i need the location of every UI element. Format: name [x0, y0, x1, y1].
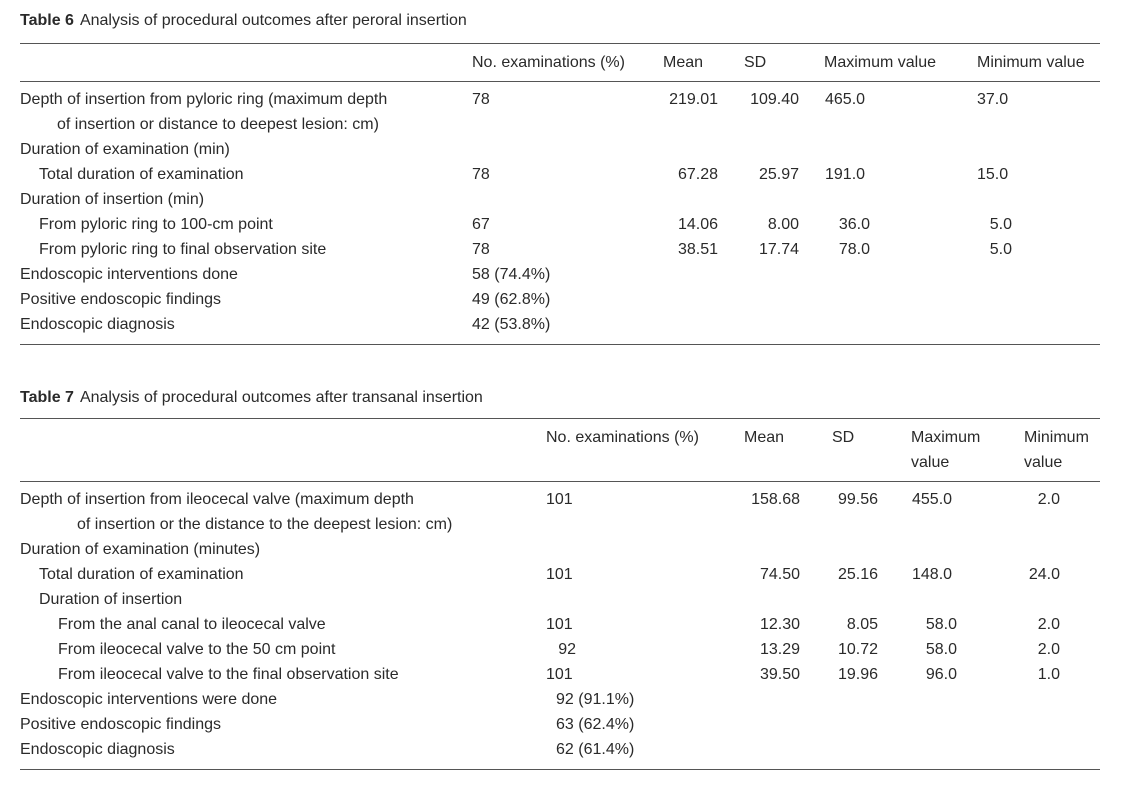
cell-maximum: 465.0 [825, 91, 866, 108]
table-title: Analysis of procedural outcomes after pe… [79, 12, 467, 29]
cell-examinations: 101 [546, 616, 573, 633]
cell-maximum: 191.0 [825, 166, 866, 183]
cell-sd: 19.96 [837, 666, 878, 683]
row-label: From ileocecal valve to the 50 cm point [58, 641, 336, 658]
row-label: Endoscopic diagnosis [20, 741, 175, 758]
cell-sd: 25.97 [758, 166, 799, 183]
row-label: Endoscopic interventions done [20, 266, 238, 283]
table-caption: Table 6 Analysis of procedural outcomes a… [20, 12, 467, 30]
column-header: Minimum value [977, 54, 1085, 71]
cell-minimum: 5.0 [989, 241, 1012, 258]
cell-mean: 12.30 [759, 616, 800, 633]
table-6: Table 6 Analysis of procedural outcomes a… [20, 0, 1100, 360]
cell-examinations: 78 [472, 241, 490, 258]
row-label-continued: of insertion or distance to deepest lesi… [57, 116, 379, 133]
cell-maximum: 78.0 [838, 241, 870, 258]
cell-maximum: 96.0 [925, 666, 957, 683]
cell-sd: 25.16 [837, 566, 878, 583]
cell-sd: 10.72 [837, 641, 878, 658]
cell-minimum: 24.0 [1028, 566, 1060, 583]
cell-sd: 99.56 [837, 491, 878, 508]
cell-minimum: 2.0 [1037, 641, 1060, 658]
table-label: Table 6 [20, 12, 74, 29]
cell-sd: 17.74 [758, 241, 799, 258]
cell-minimum: 2.0 [1037, 491, 1060, 508]
row-label: Positive endoscopic findings [20, 291, 222, 308]
column-header: Maximum value [824, 54, 937, 71]
header-rule [20, 481, 1100, 482]
cell-examinations: 92 [558, 641, 576, 658]
column-header: No. examinations (%) [546, 429, 699, 446]
row-label: Endoscopic interventions were done [20, 691, 278, 708]
column-header: SD [832, 429, 855, 446]
table-title: Analysis of procedural outcomes after tr… [79, 389, 483, 406]
row-label: Endoscopic diagnosis [20, 316, 175, 333]
cell-sd: 8.00 [767, 216, 799, 233]
bottom-rule [20, 344, 1100, 345]
row-label: Depth of insertion from ileocecal valve … [20, 491, 414, 508]
row-label: Duration of examination (min) [20, 141, 230, 158]
cell-examinations: 101 [546, 666, 573, 683]
cell-minimum: 2.0 [1037, 616, 1060, 633]
cell-examinations: 67 [472, 216, 490, 233]
column-header: No. examinations (%) [472, 54, 625, 71]
cell-mean: 219.01 [669, 91, 718, 108]
cell-examinations: 78 [472, 91, 490, 108]
table-label: Table 7 [20, 389, 74, 406]
row-label: Duration of examination (minutes) [20, 541, 261, 558]
column-header: Minimum [1024, 429, 1089, 446]
cell-examinations: 63 (62.4%) [556, 716, 635, 733]
table-7: Table 7 Analysis of procedural outcomes a… [20, 375, 1100, 785]
row-label: From pyloric ring to 100-cm point [39, 216, 273, 233]
column-header: Mean [663, 54, 704, 71]
cell-examinations: 58 (74.4%) [472, 266, 551, 283]
cell-mean: 67.28 [677, 166, 718, 183]
column-header: value [1024, 454, 1063, 471]
cell-maximum: 58.0 [925, 616, 957, 633]
row-label: Duration of insertion [39, 591, 183, 608]
cell-examinations: 101 [546, 491, 573, 508]
top-rule [20, 418, 1100, 419]
row-label: From the anal canal to ileocecal valve [58, 616, 326, 633]
cell-sd: 8.05 [846, 616, 878, 633]
cell-maximum: 148.0 [912, 566, 953, 583]
row-label-continued: of insertion or the distance to the deep… [77, 516, 453, 533]
cell-mean: 39.50 [759, 666, 800, 683]
cell-mean: 38.51 [677, 241, 718, 258]
header-rule [20, 81, 1100, 82]
row-label: Total duration of examination [39, 566, 244, 583]
cell-examinations: 42 (53.8%) [472, 316, 551, 333]
row-label: Positive endoscopic findings [20, 716, 222, 733]
bottom-rule [20, 769, 1100, 770]
column-header: Mean [744, 429, 785, 446]
cell-minimum: 5.0 [989, 216, 1012, 233]
cell-examinations: 101 [546, 566, 573, 583]
row-label: From ileocecal valve to the final observ… [58, 666, 399, 683]
cell-maximum: 36.0 [838, 216, 870, 233]
cell-mean: 74.50 [759, 566, 800, 583]
column-header: Maximum [911, 429, 981, 446]
row-label: Depth of insertion from pyloric ring (ma… [20, 91, 388, 108]
cell-sd: 109.40 [750, 91, 799, 108]
cell-examinations: 92 (91.1%) [556, 691, 635, 708]
column-header: SD [744, 54, 767, 71]
column-header: value [911, 454, 950, 471]
cell-minimum: 37.0 [977, 91, 1009, 108]
cell-minimum: 1.0 [1037, 666, 1060, 683]
row-label: From pyloric ring to final observation s… [39, 241, 327, 258]
cell-mean: 13.29 [759, 641, 800, 658]
cell-mean: 14.06 [677, 216, 718, 233]
cell-examinations: 62 (61.4%) [556, 741, 635, 758]
row-label: Duration of insertion (min) [20, 191, 205, 208]
cell-minimum: 15.0 [977, 166, 1009, 183]
row-label: Total duration of examination [39, 166, 244, 183]
cell-examinations: 49 (62.8%) [472, 291, 551, 308]
cell-maximum: 455.0 [912, 491, 953, 508]
table-caption: Table 7 Analysis of procedural outcomes a… [20, 389, 483, 407]
cell-mean: 158.68 [751, 491, 800, 508]
top-rule [20, 43, 1100, 44]
cell-examinations: 78 [472, 166, 490, 183]
cell-maximum: 58.0 [925, 641, 957, 658]
